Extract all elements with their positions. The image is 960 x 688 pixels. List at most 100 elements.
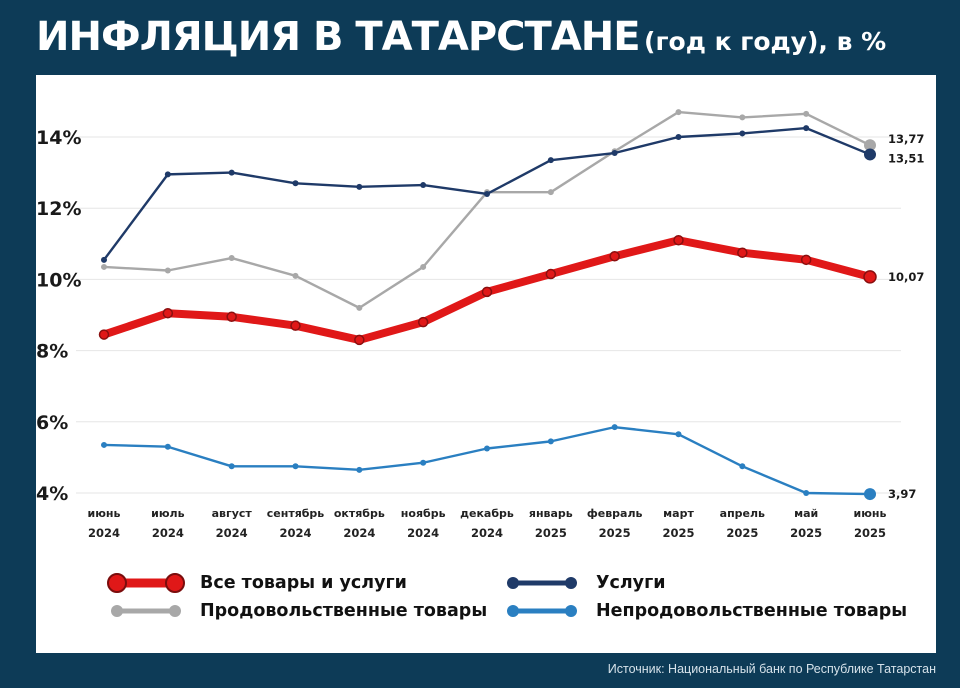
y-tick-label: 6% xyxy=(36,412,68,434)
data-point-services xyxy=(228,169,235,176)
data-point-nonfood xyxy=(803,490,810,496)
data-point-services xyxy=(547,157,554,164)
legend-item-all: Все товары и услуги xyxy=(106,573,407,593)
legend-label-all: Все товары и услуги xyxy=(200,573,407,593)
data-point-food xyxy=(101,263,107,270)
x-tick-label: 2025 xyxy=(599,526,631,540)
data-point-all xyxy=(737,247,748,258)
legend-item-nonfood: Непродовольственные товары xyxy=(502,601,907,621)
data-point-nonfood xyxy=(547,438,554,445)
legend-label-services: Услуги xyxy=(596,573,666,593)
source-note: Источник: Национальный банк по Республик… xyxy=(607,662,936,676)
data-point-all xyxy=(290,320,301,331)
x-tick-label: 2024 xyxy=(471,526,503,540)
x-tick-label: 2024 xyxy=(279,526,311,540)
x-tick-label: октябрь xyxy=(334,507,385,520)
legend-label-food: Продовольственные товары xyxy=(200,601,488,621)
data-point-all xyxy=(609,251,620,262)
title-sub: (год к году), в % xyxy=(644,27,887,56)
x-tick-label: ноябрь xyxy=(401,507,446,520)
data-point-services xyxy=(675,134,682,140)
data-point-services xyxy=(420,182,427,189)
data-point-nonfood xyxy=(484,445,490,452)
series-line-nonfood xyxy=(102,425,872,496)
legend-label-nonfood: Непродовольственные товары xyxy=(596,601,908,621)
data-point-nonfood xyxy=(864,488,876,501)
legend: Все товары и услуги Продовольственные то… xyxy=(36,569,936,629)
data-point-all xyxy=(481,286,493,298)
title-main: ИНФЛЯЦИЯ В ТАТАРСТАНЕ xyxy=(36,14,641,60)
x-tick-label: 2025 xyxy=(535,526,567,540)
data-point-nonfood xyxy=(164,443,171,450)
data-point-all xyxy=(417,316,429,328)
data-point-all xyxy=(863,270,877,284)
data-point-all xyxy=(98,329,110,340)
data-point-nonfood xyxy=(101,441,107,448)
data-point-services xyxy=(864,148,876,161)
x-tick-label: сентябрь xyxy=(267,507,325,520)
data-label-services: 13,51 xyxy=(888,151,924,165)
y-tick-label: 14% xyxy=(36,127,81,149)
line-chart: 4% 6% 8% 10% 12% 14% июнь 2024 июль 2024 август 202… xyxy=(36,109,924,540)
x-tick-label: 2025 xyxy=(662,526,694,540)
x-tick-label: 2024 xyxy=(88,526,120,540)
x-tick-label: апрель xyxy=(720,507,765,520)
data-point-food xyxy=(164,267,171,274)
chart-panel: 4% 6% 8% 10% 12% 14% июнь 2024 июль 2024 август 202… xyxy=(36,75,936,653)
data-point-services xyxy=(484,190,490,197)
x-tick-label: август xyxy=(212,507,253,520)
data-point-food xyxy=(292,272,299,279)
legend-item-food: Продовольственные товары xyxy=(106,601,487,621)
x-tick-label: 2025 xyxy=(726,526,758,540)
y-tick-label: 10% xyxy=(36,269,81,291)
legend-swatch-all xyxy=(106,573,186,593)
x-tick-label: 2024 xyxy=(216,526,248,540)
x-tick-label: июль xyxy=(151,507,184,520)
data-label-nonfood: 3,97 xyxy=(888,487,916,501)
x-tick-label: 2025 xyxy=(854,526,886,540)
data-point-nonfood xyxy=(228,463,235,470)
x-tick-label: февраль xyxy=(587,507,643,520)
y-tick-label: 12% xyxy=(36,198,81,220)
data-point-all xyxy=(545,268,557,280)
data-point-all xyxy=(162,307,174,319)
data-point-food xyxy=(675,109,682,116)
data-point-food xyxy=(739,114,746,121)
x-tick-label: май xyxy=(794,507,818,520)
data-point-services xyxy=(101,256,107,263)
data-point-services xyxy=(739,130,746,137)
data-point-food xyxy=(356,304,363,311)
data-point-nonfood xyxy=(611,424,618,431)
legend-swatch-services xyxy=(502,573,582,593)
y-tick-label: 4% xyxy=(36,483,68,505)
data-point-food xyxy=(864,139,876,152)
data-point-food xyxy=(228,255,235,262)
data-label-food: 13,77 xyxy=(888,132,924,146)
x-tick-label: июнь xyxy=(88,507,121,520)
legend-swatch-food xyxy=(106,601,186,621)
x-tick-label: декабрь xyxy=(460,507,514,520)
data-point-all xyxy=(354,334,365,346)
y-tick-label: 8% xyxy=(36,341,68,363)
series-line-food xyxy=(102,110,872,310)
x-tick-label: 2024 xyxy=(343,526,375,540)
data-point-nonfood xyxy=(675,431,682,438)
legend-item-services: Услуги xyxy=(502,573,666,593)
data-point-nonfood xyxy=(292,463,299,470)
x-tick-label: июнь xyxy=(854,507,887,520)
data-point-services xyxy=(356,183,363,190)
data-point-nonfood xyxy=(739,463,746,470)
data-point-food xyxy=(547,189,554,196)
data-point-services xyxy=(611,150,618,157)
x-tick-label: 2024 xyxy=(152,526,184,540)
data-label-all: 10,07 xyxy=(888,270,924,284)
data-point-nonfood xyxy=(356,466,363,473)
x-tick-label: 2024 xyxy=(407,526,439,540)
data-point-all xyxy=(226,311,237,323)
data-point-services xyxy=(164,171,171,178)
data-point-all xyxy=(673,234,684,246)
data-point-services xyxy=(803,125,810,132)
x-tick-label: март xyxy=(663,507,694,520)
x-tick-label: январь xyxy=(529,507,573,520)
legend-swatch-nonfood xyxy=(502,601,582,621)
